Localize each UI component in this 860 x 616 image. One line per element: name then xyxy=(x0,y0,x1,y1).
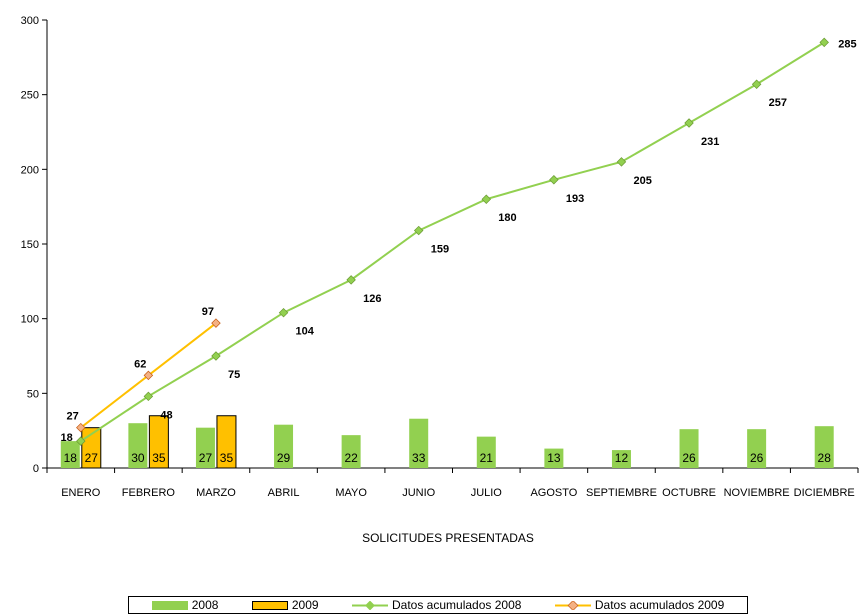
acumulados-2008-point xyxy=(76,436,86,446)
acumulados-2009-label: 27 xyxy=(67,411,79,423)
acumulados-2008-label: 205 xyxy=(633,175,651,187)
bar-2008 xyxy=(274,424,294,468)
acumulados-2009-label: 97 xyxy=(202,306,214,318)
lines xyxy=(76,37,829,446)
acumulados-2009-label: 62 xyxy=(134,358,146,370)
x-axis: ENERO FEBRERO MARZO ABRIL MAYO JUNIO JULIO AGOS… xyxy=(46,467,859,499)
acumulados-2008-label: 159 xyxy=(431,244,449,256)
acumulados-2008-label: 75 xyxy=(228,369,240,381)
bar-label-2008: 21 xyxy=(480,451,494,465)
legend-swatch-bar-2008 xyxy=(151,600,188,610)
bar-2008 xyxy=(679,429,699,468)
x-tick-label: DICIEMBRE xyxy=(794,487,855,499)
x-tick-label: AGOSTO xyxy=(530,487,577,499)
acumulados-2008-label: 257 xyxy=(769,97,787,109)
legend-label: 2009 xyxy=(291,598,319,612)
bar-label-2008: 27 xyxy=(199,451,213,465)
bar-label-2008: 22 xyxy=(344,451,358,465)
y-axis: 0 50 100 150 200 250 300 xyxy=(21,15,48,475)
legend-item-2008-bar: 2008 xyxy=(151,598,219,612)
y-tick-label: 200 xyxy=(21,164,39,176)
x-tick-label: SEPTIEMBRE xyxy=(586,487,657,499)
legend-swatch-bar-2009 xyxy=(251,600,288,610)
bar-label-2008: 26 xyxy=(750,451,764,465)
acumulados-2008-point xyxy=(278,307,289,318)
x-tick-label: ENERO xyxy=(61,487,101,499)
bar-2008 xyxy=(409,418,429,468)
legend-swatch-line-2008 xyxy=(352,600,388,610)
y-tick-label: 250 xyxy=(21,90,39,102)
bars xyxy=(60,415,834,469)
data-labels: 18 30 27 29 22 33 21 13 12 26 26 28 27 35 35 18 48 75 104 1… xyxy=(61,38,857,465)
acumulados-2008-point xyxy=(143,391,154,402)
bar-2009 xyxy=(216,415,237,469)
acumulados-2008-label: 285 xyxy=(838,38,856,50)
x-tick-label: MARZO xyxy=(196,487,236,499)
bar-2008 xyxy=(611,450,631,468)
bar-2008 xyxy=(128,423,148,468)
bar-label-2008: 30 xyxy=(131,451,145,465)
bar-label-2008: 33 xyxy=(412,451,426,465)
x-tick-label: FEBRERO xyxy=(122,487,176,499)
acumulados-2008-point xyxy=(481,194,492,204)
bar-2008 xyxy=(747,429,767,468)
bar-2009 xyxy=(148,415,169,469)
bar-label-2008: 29 xyxy=(277,451,291,465)
acumulados-2009-point xyxy=(143,370,154,381)
x-tick-label: MAYO xyxy=(335,487,367,499)
bar-2008 xyxy=(60,441,80,468)
legend-label: 2008 xyxy=(191,598,219,612)
bar-label-2009: 35 xyxy=(152,451,166,465)
bar-label-2009: 35 xyxy=(220,451,234,465)
y-tick-label: 300 xyxy=(21,15,39,27)
x-tick-label: JULIO xyxy=(471,487,503,499)
legend: 2008 2009 Datos acumulados 2008 Datos ac… xyxy=(128,596,748,614)
acumulados-2008-label: 180 xyxy=(498,212,516,224)
acumulados-2008-point xyxy=(819,37,829,48)
y-tick-label: 50 xyxy=(27,388,39,400)
acumulados-2008-line xyxy=(80,41,825,442)
bar-label-2009: 27 xyxy=(85,451,99,465)
acumulados-2008-label: 193 xyxy=(566,193,584,205)
bar-2008 xyxy=(476,436,496,468)
acumulados-2008-label: 104 xyxy=(296,326,315,338)
chart: 0 50 100 150 200 250 300 ENERO FEBRERO MARZO ABRI… xyxy=(21,15,859,545)
acumulados-2008-point xyxy=(751,79,762,89)
y-tick-label: 100 xyxy=(21,314,39,326)
acumulados-2008-label: 18 xyxy=(61,432,73,444)
acumulados-2009-point xyxy=(76,422,86,433)
bar-label-2008: 18 xyxy=(64,451,78,465)
acumulados-2008-label: 126 xyxy=(363,293,381,305)
bar-label-2008: 26 xyxy=(682,451,696,465)
x-axis-title: SOLICITUDES PRESENTADAS xyxy=(362,531,534,545)
bar-label-2008: 13 xyxy=(547,451,561,465)
legend-item-acumulados-2009: Datos acumulados 2009 xyxy=(554,598,725,612)
acumulados-2008-label: 48 xyxy=(160,409,172,421)
acumulados-2008-point xyxy=(211,351,221,361)
acumulados-2008-point xyxy=(549,175,559,185)
bar-2008 xyxy=(544,448,564,468)
legend-item-2009-bar: 2009 xyxy=(251,598,319,612)
bar-2008 xyxy=(341,435,361,468)
acumulados-2008-label: 231 xyxy=(701,136,719,148)
acumulados-2009-point xyxy=(211,318,221,328)
legend-swatch-line-2009 xyxy=(554,600,591,610)
x-tick-label: JUNIO xyxy=(402,487,435,499)
bar-2008 xyxy=(195,427,215,468)
legend-label: Datos acumulados 2008 xyxy=(392,598,522,612)
bar-label-2008: 28 xyxy=(818,451,832,465)
acumulados-2008-point xyxy=(346,275,356,285)
x-tick-label: NOVIEMBRE xyxy=(724,487,790,499)
bar-2008 xyxy=(814,426,834,468)
y-tick-label: 150 xyxy=(21,239,39,251)
bar-label-2008: 12 xyxy=(615,451,629,465)
x-tick-label: ABRIL xyxy=(268,487,300,499)
acumulados-2008-point xyxy=(684,118,694,128)
x-tick-label: OCTUBRE xyxy=(662,487,716,499)
y-tick-label: 0 xyxy=(33,463,39,475)
acumulados-2008-point xyxy=(616,157,627,167)
legend-item-acumulados-2008: Datos acumulados 2008 xyxy=(352,598,521,612)
acumulados-2008-point xyxy=(413,225,424,236)
legend-label: Datos acumulados 2009 xyxy=(594,598,725,612)
